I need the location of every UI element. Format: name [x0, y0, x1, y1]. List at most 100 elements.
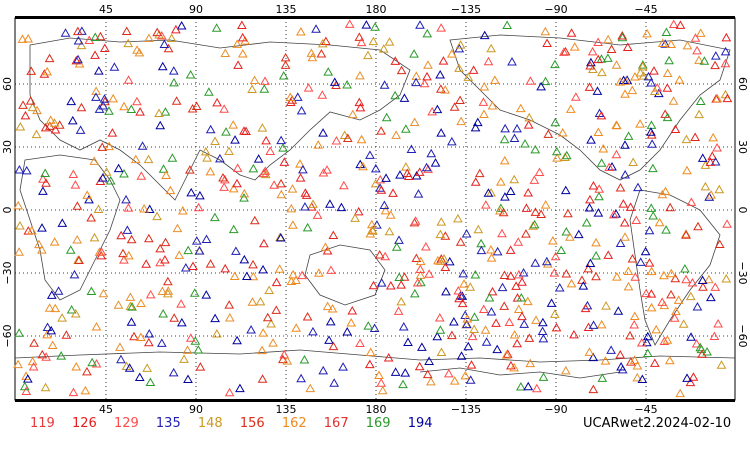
- station-marker: [497, 228, 507, 238]
- station-marker: [707, 151, 718, 160]
- station-marker: [57, 218, 68, 227]
- station-marker: [690, 33, 701, 42]
- station-marker: [489, 75, 500, 84]
- station-marker: [286, 203, 297, 213]
- station-marker: [479, 109, 489, 118]
- station-marker: [597, 373, 608, 382]
- station-marker: [642, 28, 652, 38]
- station-marker: [695, 96, 706, 105]
- station-marker: [98, 100, 108, 110]
- station-marker: [113, 163, 124, 173]
- station-marker: [706, 292, 716, 302]
- station-marker: [660, 39, 671, 48]
- station-marker: [476, 245, 487, 255]
- station-marker: [538, 333, 549, 343]
- station-marker: [15, 220, 25, 230]
- station-marker: [384, 37, 395, 46]
- station-marker: [152, 27, 163, 37]
- station-marker: [528, 221, 538, 230]
- station-marker: [538, 372, 549, 381]
- station-marker: [456, 116, 466, 126]
- station-marker: [342, 326, 353, 336]
- station-marker: [640, 246, 651, 256]
- station-marker: [365, 347, 376, 357]
- top-tick-180: 180: [366, 3, 387, 16]
- station-marker: [339, 130, 350, 140]
- station-marker: [551, 146, 562, 156]
- station-marker: [507, 56, 517, 66]
- station-marker: [714, 239, 725, 248]
- station-marker: [705, 157, 716, 166]
- station-marker: [136, 171, 147, 180]
- station-marker: [622, 42, 633, 52]
- station-marker: [125, 301, 136, 311]
- top-tick-minus90: −90: [544, 3, 567, 16]
- station-marker: [195, 190, 205, 200]
- station-marker: [75, 125, 86, 134]
- station-marker: [465, 375, 476, 384]
- station-marker: [314, 268, 324, 277]
- station-marker: [697, 349, 707, 358]
- station-marker: [50, 303, 61, 313]
- station-marker: [635, 119, 645, 128]
- station-marker: [400, 368, 411, 377]
- station-marker: [47, 340, 58, 350]
- station-marker: [625, 357, 636, 366]
- station-marker: [449, 376, 460, 385]
- station-marker: [39, 69, 50, 78]
- station-marker: [569, 42, 580, 51]
- station-marker: [440, 262, 451, 271]
- station-marker: [682, 165, 692, 175]
- station-marker: [379, 200, 390, 209]
- station-marker: [144, 33, 154, 43]
- station-marker: [501, 350, 512, 359]
- station-marker: [417, 342, 427, 351]
- station-marker: [543, 129, 554, 138]
- station-marker: [295, 173, 306, 182]
- station-marker: [436, 217, 447, 226]
- station-marker: [695, 342, 706, 352]
- station-marker: [642, 331, 653, 341]
- station-marker: [600, 356, 611, 365]
- station-marker: [220, 48, 231, 57]
- station-marker: [168, 66, 179, 75]
- station-marker: [399, 93, 410, 102]
- station-marker: [552, 153, 562, 162]
- station-marker: [375, 174, 386, 184]
- station-marker: [499, 134, 510, 144]
- station-marker: [49, 237, 60, 246]
- station-marker: [115, 342, 125, 351]
- station-marker: [90, 50, 100, 59]
- station-marker: [308, 199, 318, 208]
- station-marker: [411, 253, 422, 263]
- station-marker: [224, 300, 235, 309]
- station-marker: [432, 104, 443, 114]
- station-marker: [137, 141, 148, 150]
- station-marker: [454, 293, 464, 303]
- right-tick-minus30: −30: [736, 261, 749, 284]
- station-marker: [141, 259, 152, 268]
- station-marker: [598, 144, 609, 153]
- station-marker: [191, 101, 202, 111]
- station-marker: [632, 372, 643, 382]
- station-marker: [666, 39, 676, 49]
- station-marker: [410, 216, 421, 225]
- station-marker: [538, 317, 548, 327]
- right-tick-30: 30: [736, 140, 749, 154]
- station-marker: [649, 358, 660, 367]
- station-marker: [398, 379, 408, 389]
- station-marker: [612, 120, 622, 130]
- station-marker: [518, 267, 529, 277]
- station-marker: [374, 249, 385, 259]
- station-marker: [257, 345, 267, 355]
- station-marker: [560, 185, 571, 195]
- station-marker: [594, 108, 605, 118]
- station-marker: [509, 174, 520, 184]
- station-marker: [247, 84, 258, 93]
- station-marker: [449, 316, 459, 326]
- station-marker: [302, 312, 313, 321]
- station-marker: [21, 386, 32, 396]
- station-marker: [205, 259, 216, 268]
- station-marker: [401, 162, 411, 171]
- station-marker: [144, 329, 155, 338]
